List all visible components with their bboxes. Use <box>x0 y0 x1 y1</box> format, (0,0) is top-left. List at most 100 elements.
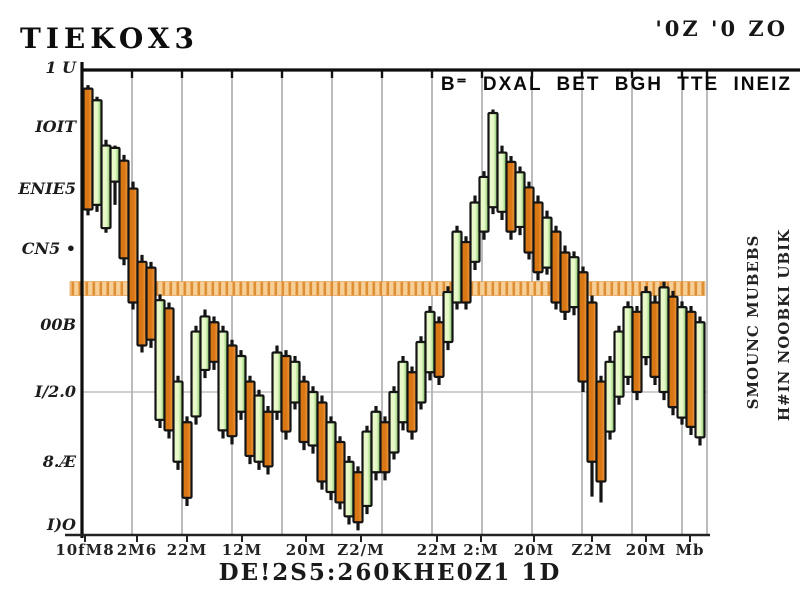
candle <box>217 325 229 439</box>
candle <box>172 375 184 470</box>
candle-body-down <box>577 271 589 383</box>
candle <box>226 339 238 445</box>
y-tick-label: 8.Æ <box>42 452 76 471</box>
candle-body-up <box>217 330 229 432</box>
candle-body-up <box>469 201 481 263</box>
candle-body-up <box>109 146 121 183</box>
right-axis-label-2: H#IN NOOBKI UBIK <box>775 228 793 422</box>
candle-body-down <box>433 321 445 379</box>
candle-body-down <box>523 186 535 254</box>
candle <box>244 375 256 465</box>
y-tick-label: CN5 • <box>21 239 76 258</box>
candle <box>289 355 301 410</box>
x-tick-label: Z2/M <box>337 541 385 559</box>
x-tick-label: 10fM8 <box>55 541 115 559</box>
candle-body-up <box>325 421 337 494</box>
candle <box>379 416 391 481</box>
candle <box>550 225 562 310</box>
candle <box>298 375 310 451</box>
candle <box>325 416 337 501</box>
candle-body-down <box>163 307 175 432</box>
candle-body-down <box>262 410 274 468</box>
candle-body-up <box>424 310 436 374</box>
x-tick-label: 22M <box>166 541 208 559</box>
candle-body-up <box>622 306 634 378</box>
candle-body-down <box>595 380 607 483</box>
candle-body-up <box>694 321 706 439</box>
y-tick-label: 1 U <box>45 58 76 77</box>
candle <box>91 96 103 212</box>
candle <box>676 301 688 425</box>
candle-body-down <box>118 159 130 260</box>
candle-body-up <box>361 430 373 508</box>
candle-body-up <box>289 360 301 404</box>
candle <box>145 261 157 348</box>
candle-body-down <box>631 310 643 394</box>
candle <box>397 355 409 431</box>
candle-body-up <box>397 360 409 424</box>
candle-body-down <box>667 295 679 409</box>
candle-body-down <box>460 240 472 304</box>
candle <box>280 350 292 440</box>
candle-body-up <box>514 171 526 229</box>
candle <box>496 145 508 220</box>
x-tick-label: 2M6 <box>116 541 158 559</box>
candle <box>568 251 580 316</box>
candle <box>271 345 283 420</box>
candle-body-up <box>442 290 454 344</box>
y-tick-label: IOIT <box>35 117 76 136</box>
candle-body-down <box>352 471 364 524</box>
candle <box>343 455 355 525</box>
candle <box>199 309 211 379</box>
candle <box>622 301 634 386</box>
x-tick-label: 20M <box>285 541 327 559</box>
candle <box>127 181 139 310</box>
candle-body-down <box>298 380 310 444</box>
candle-body-up <box>100 144 112 230</box>
candle-body-up <box>343 460 355 518</box>
y-tick-label: I/2.0 <box>34 382 76 401</box>
candle-body-down <box>550 230 562 304</box>
candle <box>82 85 94 216</box>
candle-body-up <box>640 290 652 359</box>
candle-body-up <box>478 175 490 233</box>
candle <box>388 386 400 460</box>
candle <box>334 436 346 510</box>
candle-body-down <box>181 421 193 499</box>
candle-body-up <box>307 390 319 447</box>
candle <box>361 425 373 515</box>
candle-body-up <box>154 299 166 422</box>
candle-body-down <box>145 266 157 341</box>
candle <box>604 355 616 440</box>
candle-body-down <box>406 371 418 433</box>
candle <box>181 416 193 506</box>
candle <box>136 254 148 353</box>
candle-body-down <box>316 401 328 483</box>
candle-body-up <box>91 99 103 206</box>
x-tick-label: 20M <box>513 541 555 559</box>
candle <box>586 295 598 497</box>
candle <box>514 166 526 236</box>
candle <box>415 336 427 410</box>
candle-body-up <box>496 151 508 213</box>
y-tick-label: 00B <box>40 315 76 334</box>
candle-body-down <box>559 251 571 313</box>
candle <box>541 210 553 275</box>
candle-body-up <box>370 410 382 474</box>
y-tick-label: I)O <box>47 515 76 534</box>
candle-body-up <box>235 354 247 413</box>
candle <box>433 316 445 386</box>
candle-body-up <box>190 330 202 418</box>
candle <box>406 366 418 440</box>
candle <box>469 195 481 270</box>
candle <box>640 286 652 366</box>
candle-body-down <box>208 321 220 363</box>
candle <box>370 405 382 481</box>
candle-body-up <box>658 286 670 394</box>
candle-body-down <box>82 87 94 211</box>
candle <box>658 281 670 401</box>
candle <box>667 290 679 416</box>
candle <box>559 245 571 320</box>
candle <box>460 236 472 310</box>
